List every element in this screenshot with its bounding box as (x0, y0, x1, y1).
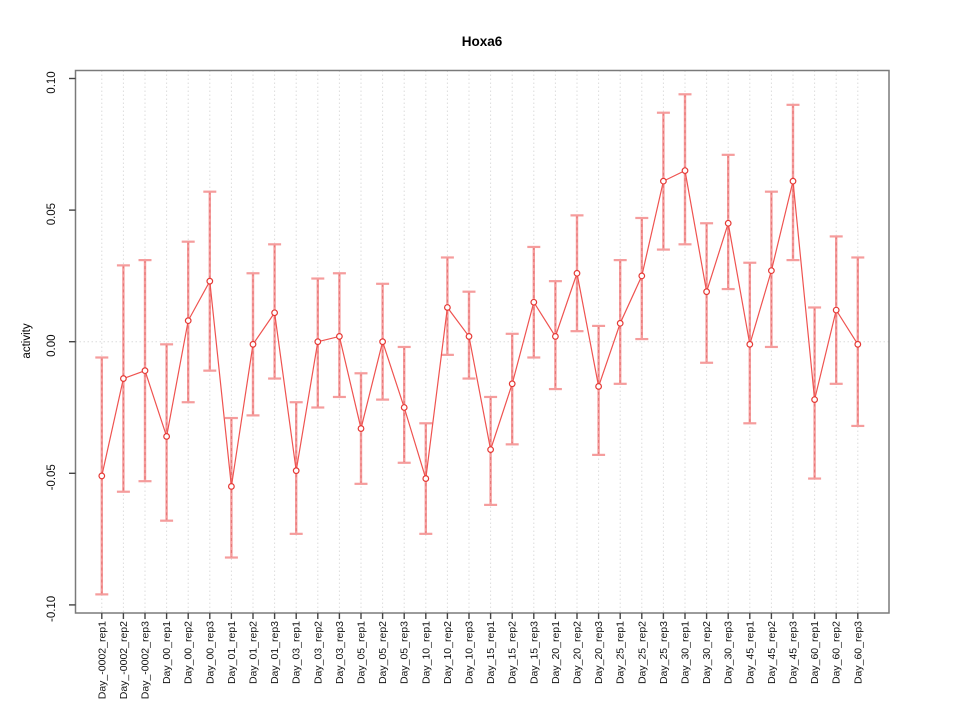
plot-box (74, 69, 890, 614)
gridlines (101, 70, 859, 613)
y-axis-labels: 0.10 0.05 0.00 -0.05 -0.10 (46, 71, 76, 622)
data-point (552, 333, 559, 340)
data-point (616, 319, 624, 327)
svg-text:Day_10_rep2: Day_10_rep2 (442, 621, 454, 684)
svg-text:Day_30_rep1: Day_30_rep1 (680, 621, 692, 684)
data-point (638, 272, 646, 280)
svg-text:Day_-0002_rep1: Day_-0002_rep1 (96, 621, 108, 699)
data-point (703, 288, 710, 296)
svg-text:Day_60_rep1: Day_60_rep1 (809, 621, 821, 684)
data-point (336, 333, 343, 340)
svg-text:0.10: 0.10 (46, 71, 58, 93)
data-point (746, 340, 754, 348)
series-line (101, 169, 859, 487)
data-point (573, 269, 581, 277)
data-point (184, 317, 192, 325)
data-point (422, 475, 430, 482)
data-point (681, 167, 689, 175)
svg-text:Day_01_rep3: Day_01_rep3 (269, 621, 281, 684)
data-point (811, 396, 818, 404)
svg-text:Day_01_rep1: Day_01_rep1 (226, 621, 238, 684)
svg-text:Day_30_rep2: Day_30_rep2 (701, 621, 713, 684)
svg-text:Day_15_rep1: Day_15_rep1 (485, 621, 497, 684)
data-point (206, 277, 214, 285)
svg-text:Day_20_rep1: Day_20_rep1 (550, 621, 562, 684)
data-point (854, 340, 862, 348)
svg-text:Day_60_rep2: Day_60_rep2 (831, 621, 843, 684)
svg-text:Day_05_rep3: Day_05_rep3 (399, 621, 411, 684)
svg-text:Day_25_rep3: Day_25_rep3 (658, 621, 670, 684)
svg-text:0.05: 0.05 (46, 203, 58, 225)
data-point (789, 177, 797, 185)
svg-text:0.00: 0.00 (46, 335, 58, 357)
chart-title: Hoxa6 (461, 34, 503, 49)
svg-text:Day_10_rep1: Day_10_rep1 (420, 621, 432, 684)
data-point (292, 467, 300, 475)
svg-text:Day_00_rep2: Day_00_rep2 (183, 621, 195, 684)
data-point (487, 446, 495, 454)
svg-text:Day_60_rep3: Day_60_rep3 (852, 621, 864, 684)
svg-text:Day_01_rep2: Day_01_rep2 (248, 621, 260, 684)
svg-text:Day_20_rep2: Day_20_rep2 (572, 621, 584, 684)
svg-text:Day_20_rep3: Day_20_rep3 (593, 621, 605, 684)
svg-text:Day_45_rep2: Day_45_rep2 (766, 621, 778, 684)
data-point (508, 380, 516, 388)
svg-text:Day_03_rep3: Day_03_rep3 (334, 621, 346, 684)
data-point (724, 219, 732, 227)
data-point (379, 338, 387, 346)
data-point (768, 267, 775, 275)
data-point (444, 304, 451, 311)
svg-text:Day_03_rep2: Day_03_rep2 (312, 621, 324, 684)
svg-text:Day_05_rep2: Day_05_rep2 (377, 621, 389, 684)
svg-text:Day_05_rep1: Day_05_rep1 (356, 621, 368, 684)
svg-text:Day_30_rep3: Day_30_rep3 (723, 621, 735, 684)
svg-text:Day_-0002_rep2: Day_-0002_rep2 (118, 621, 130, 699)
data-point (660, 177, 667, 185)
data-point (141, 367, 149, 375)
svg-text:Day_25_rep2: Day_25_rep2 (636, 621, 648, 684)
data-point (163, 433, 171, 440)
svg-text:-0.10: -0.10 (46, 596, 58, 622)
data-point (832, 306, 840, 314)
data-point (98, 472, 106, 480)
svg-text:Day_45_rep1: Day_45_rep1 (744, 621, 756, 684)
x-axis-labels: Day_-0002_rep1 Day_-0002_rep2 Day_-0002_re… (96, 613, 864, 699)
data-point (271, 309, 279, 317)
svg-text:Day_03_rep1: Day_03_rep1 (291, 621, 303, 684)
data-point (357, 425, 365, 432)
svg-text:Day_15_rep2: Day_15_rep2 (507, 621, 519, 684)
data-point (249, 340, 257, 348)
data-points (98, 167, 862, 490)
svg-text:Day_15_rep3: Day_15_rep3 (528, 621, 540, 684)
data-point (400, 404, 408, 411)
data-point (119, 375, 127, 382)
svg-text:-0.05: -0.05 (46, 464, 58, 490)
svg-text:Day_-0002_rep3: Day_-0002_rep3 (140, 621, 152, 699)
data-point (227, 483, 235, 490)
data-point (595, 383, 602, 390)
data-point (465, 333, 473, 340)
svg-text:Day_10_rep3: Day_10_rep3 (464, 621, 476, 684)
data-point (314, 338, 322, 346)
data-point (530, 298, 538, 306)
svg-text:Day_00_rep1: Day_00_rep1 (161, 621, 173, 684)
svg-text:Day_45_rep3: Day_45_rep3 (788, 621, 800, 684)
svg-text:Day_25_rep1: Day_25_rep1 (615, 621, 627, 684)
svg-text:Day_00_rep3: Day_00_rep3 (204, 621, 216, 684)
